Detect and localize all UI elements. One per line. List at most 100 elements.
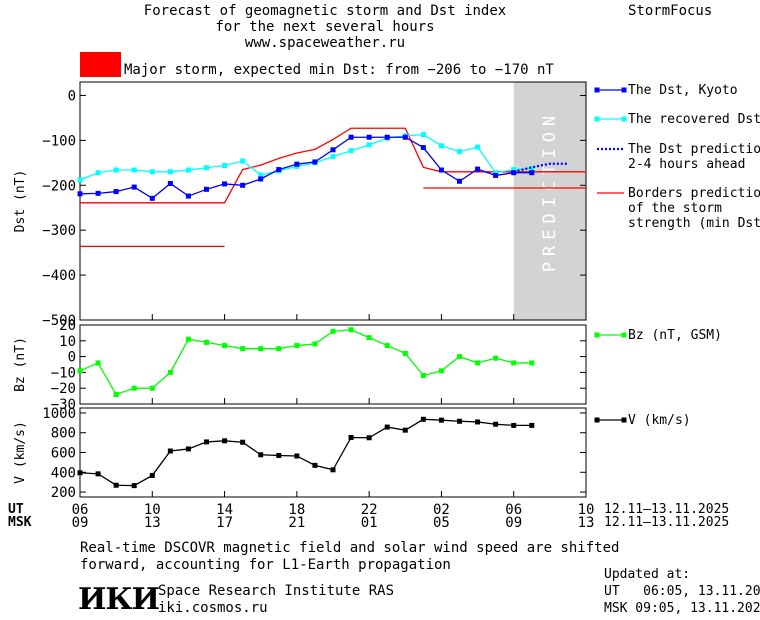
ytick-label-1: −30 [51, 397, 76, 413]
xtick-label-msk: 01 [361, 515, 378, 531]
v-point [77, 470, 83, 476]
xaxis-ut-label: UT [8, 502, 24, 517]
recovered-dst-point [95, 170, 101, 176]
ytick-label-1: 0 [68, 350, 76, 366]
recovered-dst-point [77, 177, 83, 183]
bz-point [366, 335, 372, 341]
bz-point [95, 360, 101, 366]
recovered-dst-point [167, 169, 173, 175]
recovered-dst-point [529, 166, 535, 172]
legend-line-recovered-marker [621, 116, 627, 122]
v-point [149, 472, 155, 478]
brand-name: StormFocus [628, 3, 713, 19]
recovered-dst-point [475, 144, 481, 150]
institute-site[interactable]: iki.cosmos.ru [158, 600, 268, 616]
ytick-label-2: 800 [51, 426, 76, 442]
bz-point [149, 385, 155, 391]
v-line [79, 418, 532, 487]
ytick-label-1: −20 [51, 381, 76, 397]
xaxis-ut-date-range: 12.11–13.11.2025 [604, 502, 730, 517]
xtick-label-ut: 02 [433, 502, 450, 518]
v-point [131, 483, 137, 489]
alert-text: Major storm, expected min Dst: from −206… [124, 62, 554, 78]
v-point [457, 418, 462, 424]
dst-kyoto-point [167, 180, 173, 186]
v-point [438, 417, 444, 423]
xtick-label-msk: 05 [433, 515, 450, 531]
bz-point [511, 360, 517, 366]
ytick-label-0: −500 [42, 313, 76, 329]
xtick-label-msk: 09 [72, 515, 89, 531]
iki-logo: ИКИ [78, 582, 160, 617]
recovered-dst-point [348, 148, 354, 154]
ytick-label-2: 200 [51, 485, 76, 501]
xtick-label-ut: 06 [505, 502, 522, 518]
ylabel-0: Dst (nT) [13, 170, 28, 233]
xtick-label-msk: 09 [505, 515, 522, 531]
recovered-dst-point [222, 163, 228, 169]
xtick-label-ut: 06 [72, 502, 89, 518]
ytick-label-2: 600 [51, 446, 76, 462]
recovered-dst-point [185, 167, 191, 173]
dst-kyoto-point [204, 186, 209, 192]
dst-kyoto-point [185, 193, 191, 199]
v-point [330, 467, 336, 473]
legend-line-recovered-marker [594, 116, 600, 122]
bz-point [77, 368, 83, 374]
v-point [511, 422, 517, 428]
updated-msk: MSK 09:05, 13.11.2025 [604, 601, 760, 616]
dst-kyoto-point [475, 166, 481, 172]
v-point [167, 448, 173, 454]
bz-point [420, 373, 426, 379]
bz-point [475, 360, 481, 366]
ytick-label-2: 1000 [42, 406, 76, 422]
ytick-label-0: −400 [42, 268, 76, 284]
recovered-dst-point [457, 149, 462, 155]
ytick-label-0: −300 [42, 223, 76, 239]
dst-kyoto-point [240, 182, 246, 188]
dst-kyoto-point [258, 176, 264, 182]
ytick-label-0: −100 [42, 133, 76, 149]
ytick-label-1: 10 [59, 334, 76, 350]
v-point [312, 462, 318, 468]
ylabel-1: Bz (nT) [13, 337, 28, 392]
recovered-dst-point [113, 167, 119, 173]
bz-point [131, 385, 137, 391]
v-point [402, 427, 408, 433]
bz-point [204, 339, 209, 345]
bz-point [438, 368, 444, 374]
dst-kyoto-point [493, 172, 499, 178]
dst-kyoto-point [348, 134, 354, 140]
bz-point [457, 354, 462, 360]
dst-prediction-line [513, 162, 568, 173]
xtick-label-msk: 13 [144, 515, 161, 531]
bz-point [294, 343, 300, 349]
dst-kyoto-point [384, 134, 390, 140]
v-point [240, 439, 246, 445]
xtick-label-ut: 10 [578, 502, 595, 518]
dst-kyoto-point [95, 190, 101, 196]
dst-kyoto-point [511, 170, 517, 176]
recovered-dst-line [79, 133, 532, 181]
legend-line-dst-kyoto-marker [594, 87, 600, 93]
bz-point [167, 369, 173, 375]
panel-frame-2 [79, 407, 587, 498]
dst-kyoto-point [402, 134, 408, 140]
bz-point [258, 346, 264, 352]
legend-label-dst-kyoto: The Dst, Kyoto [628, 83, 738, 98]
v-point [113, 482, 119, 488]
chart-title-url[interactable]: www.spaceweather.ru [244, 35, 406, 51]
v-point [185, 446, 191, 452]
v-point [475, 419, 481, 425]
footer-note-line1: Real-time DSCOVR magnetic field and sola… [80, 540, 620, 556]
ytick-label-1: 20 [59, 318, 76, 334]
v-point [384, 424, 390, 430]
legend-line-v-marker [621, 417, 627, 423]
xtick-label-msk: 17 [216, 515, 233, 531]
xtick-label-msk: 21 [288, 515, 305, 531]
prediction-band [513, 82, 586, 320]
ylabel-2: V (km/s) [13, 421, 28, 484]
bz-point [529, 360, 535, 366]
dst-kyoto-point [529, 170, 535, 176]
recovered-dst-point [366, 142, 372, 148]
